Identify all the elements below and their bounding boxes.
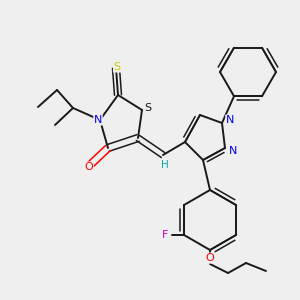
Text: O: O bbox=[206, 253, 214, 263]
Text: S: S bbox=[113, 62, 121, 72]
Text: N: N bbox=[94, 115, 102, 125]
Text: S: S bbox=[144, 103, 152, 113]
Text: H: H bbox=[161, 160, 169, 170]
Text: N: N bbox=[226, 115, 234, 125]
Text: N: N bbox=[229, 146, 237, 156]
Text: O: O bbox=[85, 162, 93, 172]
Text: F: F bbox=[162, 230, 168, 240]
